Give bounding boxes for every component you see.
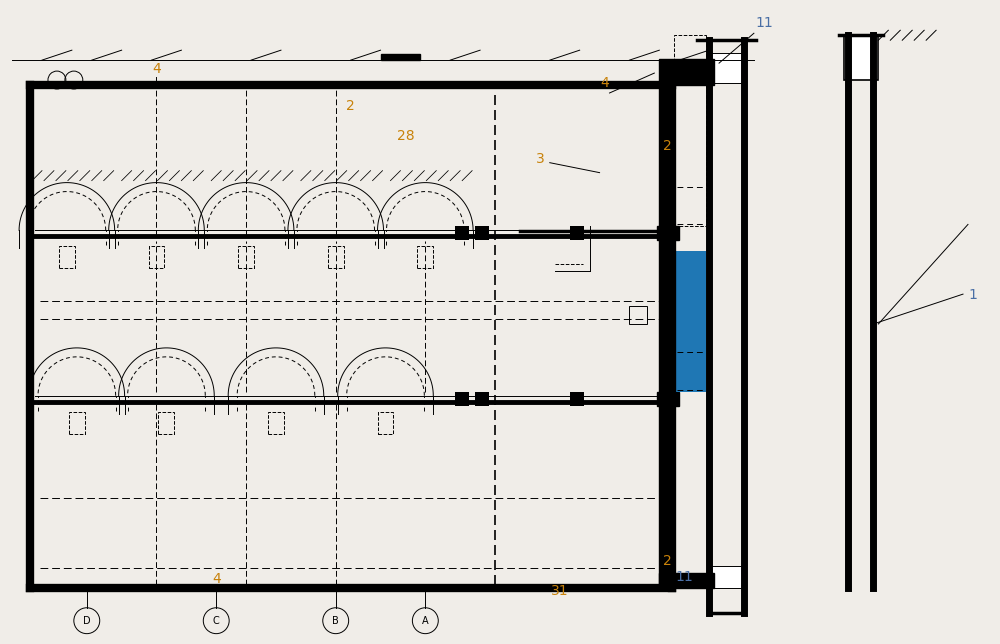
Bar bbox=[659, 85, 671, 588]
Bar bbox=[657, 392, 679, 406]
Text: D: D bbox=[83, 616, 91, 626]
Text: 11: 11 bbox=[675, 570, 693, 584]
Text: 1: 1 bbox=[969, 288, 977, 302]
Bar bbox=[674, 35, 706, 227]
Bar bbox=[475, 227, 489, 240]
Text: 11: 11 bbox=[755, 16, 773, 30]
Bar bbox=[844, 35, 878, 80]
Bar bbox=[455, 392, 469, 406]
Bar bbox=[238, 246, 254, 269]
Text: A: A bbox=[422, 616, 429, 626]
Bar bbox=[570, 392, 584, 406]
Bar bbox=[629, 306, 647, 324]
Bar bbox=[570, 227, 584, 240]
Text: 31: 31 bbox=[551, 584, 569, 598]
Text: 3: 3 bbox=[535, 152, 544, 166]
Bar bbox=[659, 573, 714, 588]
Text: 4: 4 bbox=[212, 572, 221, 586]
Bar bbox=[268, 412, 284, 433]
Bar bbox=[69, 412, 85, 433]
Bar bbox=[711, 53, 742, 83]
Bar bbox=[158, 412, 174, 433]
Bar bbox=[381, 54, 420, 60]
Text: 2: 2 bbox=[346, 99, 355, 113]
Bar bbox=[455, 227, 469, 240]
Text: B: B bbox=[332, 616, 339, 626]
Bar bbox=[328, 246, 344, 269]
Bar bbox=[378, 412, 393, 433]
Bar bbox=[475, 392, 489, 406]
Bar bbox=[149, 246, 164, 269]
Text: 2: 2 bbox=[663, 554, 672, 568]
Bar bbox=[657, 227, 679, 240]
Text: C: C bbox=[213, 616, 220, 626]
Bar bbox=[659, 59, 714, 85]
Text: 4: 4 bbox=[152, 62, 161, 76]
Bar bbox=[417, 246, 433, 269]
Bar bbox=[711, 566, 742, 588]
Text: 4: 4 bbox=[600, 76, 609, 90]
Bar bbox=[674, 251, 706, 392]
Text: 28: 28 bbox=[397, 129, 414, 143]
Text: 2: 2 bbox=[663, 138, 672, 153]
Bar bbox=[59, 246, 75, 269]
